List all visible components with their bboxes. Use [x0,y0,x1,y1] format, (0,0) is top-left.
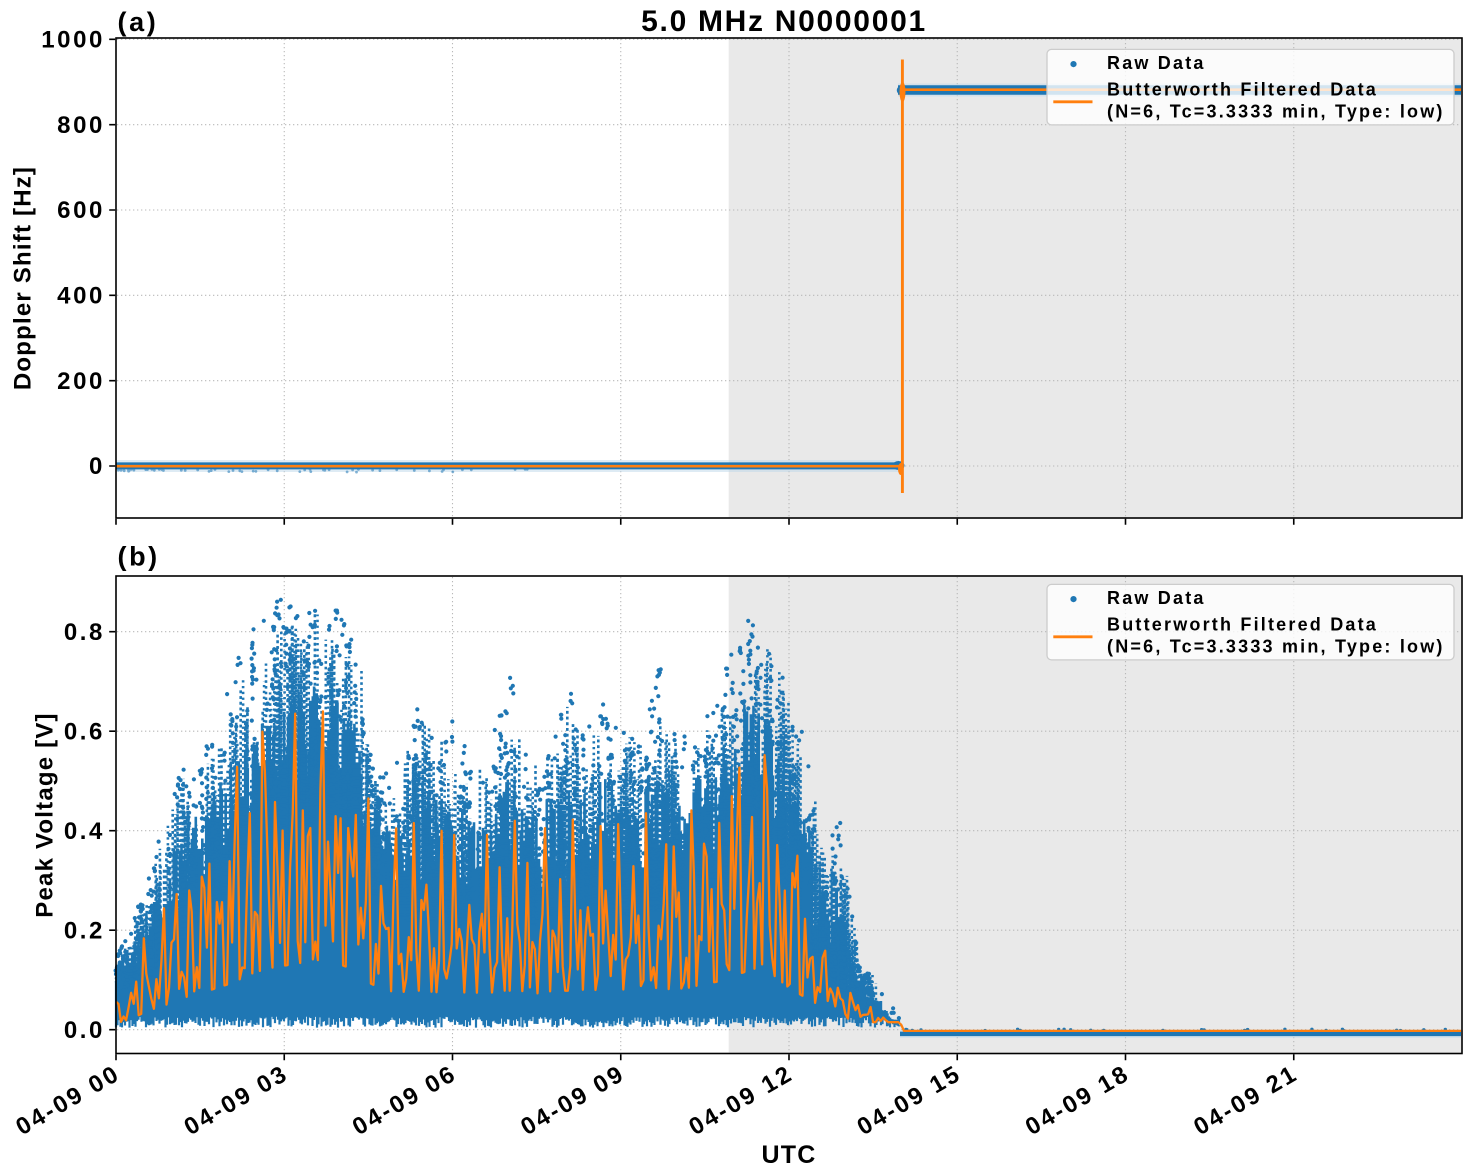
svg-text:0.6: 0.6 [64,718,105,745]
svg-text:0.8: 0.8 [64,619,105,646]
svg-text:(N=6, Tc=3.3333 min, Type: low: (N=6, Tc=3.3333 min, Type: low) [1107,102,1445,122]
svg-text:200: 200 [57,368,105,395]
svg-text:(N=6, Tc=3.3333 min, Type: low: (N=6, Tc=3.3333 min, Type: low) [1107,637,1445,657]
svg-text:Butterworth Filtered Data: Butterworth Filtered Data [1107,80,1378,100]
svg-text:Butterworth Filtered Data: Butterworth Filtered Data [1107,615,1378,635]
svg-text:(b): (b) [118,542,160,572]
svg-text:0.0: 0.0 [64,1017,105,1044]
svg-text:Raw Data: Raw Data [1107,53,1206,73]
svg-text:600: 600 [57,197,105,224]
svg-text:Doppler Shift [Hz]: Doppler Shift [Hz] [10,166,37,390]
svg-text:0: 0 [89,453,105,480]
svg-text:5.0 MHz N0000001: 5.0 MHz N0000001 [641,5,927,38]
svg-text:Raw Data: Raw Data [1107,588,1206,608]
svg-text:(a): (a) [118,7,159,37]
svg-text:0.4: 0.4 [64,818,105,845]
svg-text:1000: 1000 [41,27,105,54]
svg-text:UTC: UTC [762,1141,817,1169]
svg-text:800: 800 [57,112,105,139]
svg-text:400: 400 [57,283,105,310]
svg-text:Peak Voltage [V]: Peak Voltage [V] [32,712,59,917]
svg-text:0.2: 0.2 [64,917,105,944]
